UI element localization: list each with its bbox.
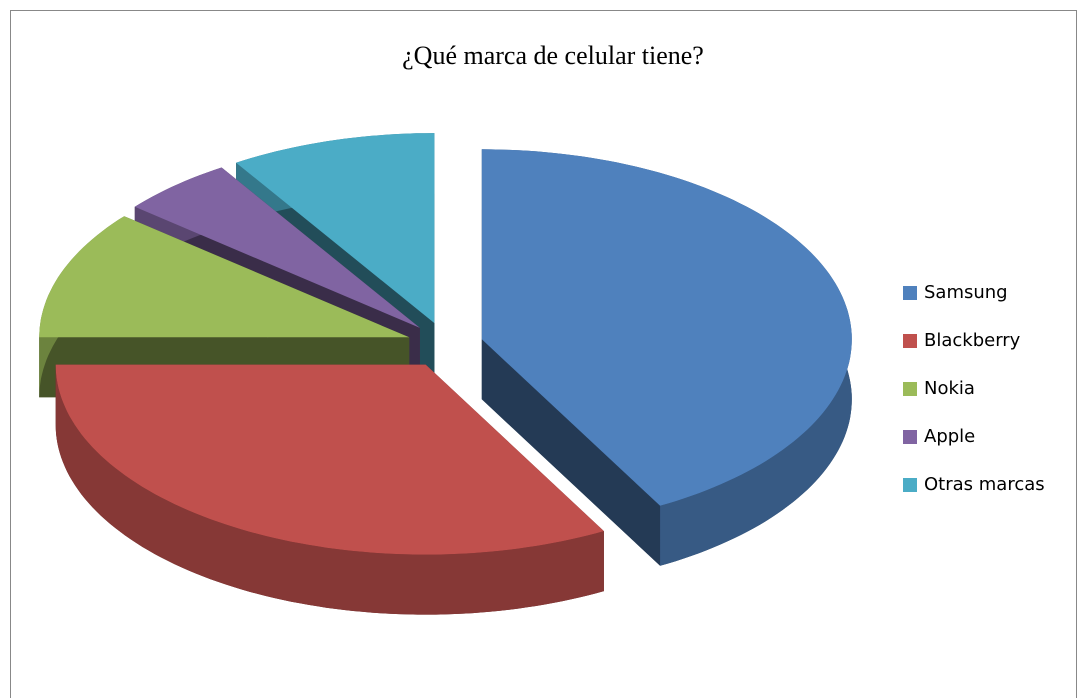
slice (55, 364, 604, 555)
legend-swatch (903, 286, 917, 300)
pie (39, 133, 852, 615)
slice-wall (481, 339, 661, 566)
legend-label: Otras marcas (924, 474, 1045, 495)
slice-side (55, 364, 604, 615)
chart-title: ¿Qué marca de celular tiene? (402, 41, 704, 70)
legend-swatch (903, 478, 917, 492)
legend: Samsung Blackberry Nokia Apple Otras marcas (903, 282, 1045, 495)
legend-label: Samsung (924, 282, 1008, 303)
legend-swatch (903, 382, 917, 396)
legend-swatch (903, 334, 917, 348)
slice (134, 167, 420, 328)
legend-label: Nokia (924, 378, 975, 399)
legend-label: Apple (924, 426, 975, 447)
legend-swatch (903, 430, 917, 444)
legend-label: Blackberry (924, 330, 1021, 351)
slice (236, 133, 435, 324)
slice (39, 216, 410, 338)
slice (481, 149, 852, 506)
